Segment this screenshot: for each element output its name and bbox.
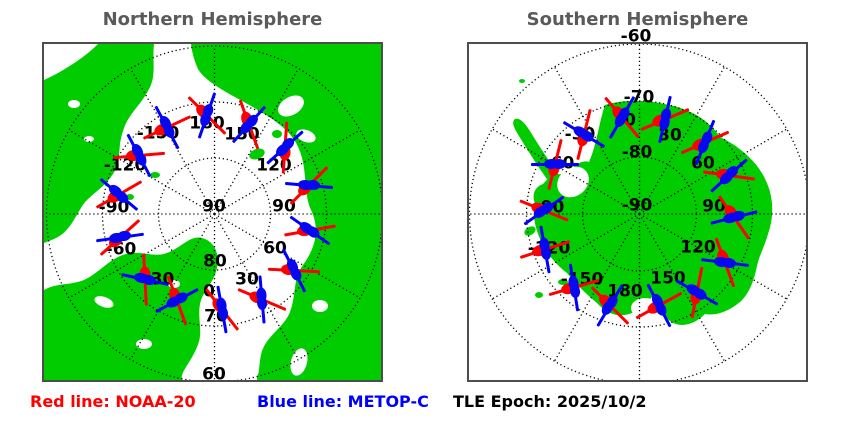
south-plot-title: Southern Hemisphere (526, 9, 749, 30)
plot-south: -60-70-80-900306090120150180-150-120-90-… (467, 28, 808, 382)
white-sea-notch (312, 300, 328, 312)
island-s2 (524, 226, 536, 236)
hudson-notch (94, 296, 114, 308)
south-spoke-7 (553, 213, 641, 362)
land-alaska (44, 44, 154, 243)
south-lat-label--60: -60 (620, 26, 652, 47)
legend-noaa20: Red line: NOAA-20 (30, 392, 196, 411)
south-spoke-8 (491, 213, 640, 300)
plot-north: 90807060180-150150-120120-9090-6060-3030… (42, 42, 383, 383)
island-uk (257, 366, 275, 380)
north-spoke-5 (213, 213, 300, 360)
north-satellites (44, 44, 381, 380)
north-spoke-10 (68, 129, 215, 215)
north-spoke-11 (129, 68, 216, 215)
south-spoke-5 (638, 213, 726, 362)
island-s4 (535, 292, 543, 298)
legend-tle-epoch: TLE Epoch: 2025/10/2 (453, 392, 647, 411)
alaska-lake-2 (84, 136, 94, 142)
baltic-notch (290, 348, 308, 376)
north-spoke-8 (68, 213, 215, 299)
land-antarctica (533, 100, 773, 325)
alaska-lake-1 (68, 100, 80, 108)
south-satellites (469, 44, 806, 380)
island-iceland (154, 330, 188, 352)
land-eurasia (191, 44, 381, 380)
north-plot-title: Northern Hemisphere (102, 9, 323, 30)
weddell-bay (557, 166, 589, 198)
metopc-position-ellipse-2 (721, 256, 737, 269)
atlantic-channel (136, 339, 152, 349)
kara-sea-notch (278, 95, 304, 117)
island-2 (150, 172, 160, 178)
island-s1 (519, 79, 525, 83)
south-spoke-4 (639, 213, 788, 300)
legend-metopc: Blue line: METOP-C (257, 392, 429, 411)
north-spoke-7 (129, 213, 216, 360)
south-spoke-1 (638, 66, 726, 215)
metopc-position-ellipse-2 (552, 159, 566, 169)
metopc-position-ellipse-2 (659, 107, 673, 124)
north-spoke-2 (214, 129, 361, 215)
island-svalbard (249, 148, 265, 160)
south-spoke-10 (491, 128, 640, 215)
metopc-position-ellipse (543, 159, 559, 169)
island-severnaya (272, 130, 282, 138)
